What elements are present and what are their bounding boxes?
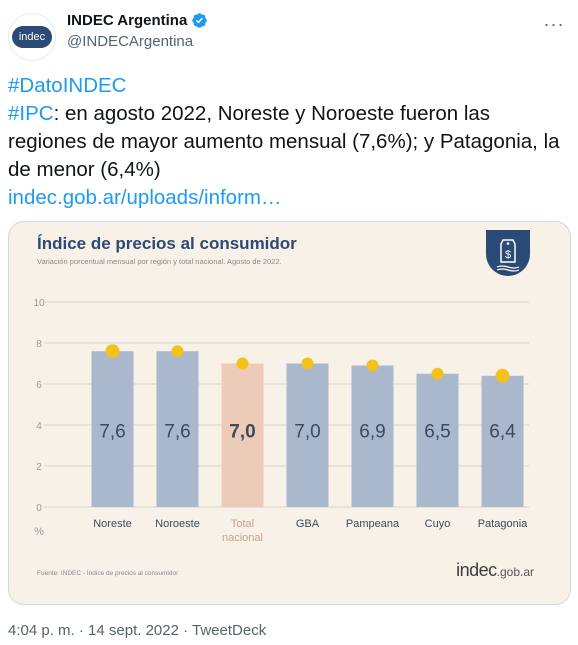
y-tick-label: 10 <box>33 298 45 309</box>
y-tick-label: 8 <box>36 339 42 350</box>
data-point-dot <box>431 367 444 380</box>
x-tick-label: GBA <box>296 518 320 530</box>
price-tag-icon: $ <box>486 230 530 276</box>
bar <box>91 351 134 507</box>
bar <box>481 375 524 507</box>
data-point-dot <box>301 357 314 370</box>
author-name[interactable]: INDEC Argentina <box>67 12 188 29</box>
data-point-dot <box>236 357 249 370</box>
data-label: 6,5 <box>424 421 450 442</box>
svg-text:$: $ <box>505 249 511 261</box>
hashtag-datoindec[interactable]: #DatoINDEC <box>8 74 127 97</box>
chart-title: Índice de precios al consumidor <box>37 234 297 253</box>
y-tick-label: 4 <box>36 421 42 432</box>
verified-badge-icon <box>192 13 208 28</box>
x-tick-label: Pampeana <box>346 518 400 530</box>
x-tick-label: Cuyo <box>425 518 451 530</box>
more-options-icon: ··· <box>543 13 565 34</box>
data-point-dot <box>105 344 120 359</box>
author-row: INDEC Argentina <box>67 12 208 29</box>
data-label: 6,4 <box>489 421 516 442</box>
x-tick-label: Total <box>231 518 254 530</box>
data-label: 7,6 <box>99 421 125 442</box>
hashtag-ipc[interactable]: #IPC <box>8 102 54 125</box>
x-tick-label: Noreste <box>93 518 132 530</box>
bar <box>351 365 394 507</box>
data-point-dot <box>366 359 379 372</box>
indec-brand-logo: indec.gob.ar <box>456 560 534 580</box>
chart-subtitle: Variación porcentual mensual por región … <box>37 257 282 266</box>
avatar[interactable]: indec <box>8 13 56 61</box>
data-point-dot <box>171 345 184 358</box>
bar <box>221 363 264 507</box>
tweet-link[interactable]: indec.gob.ar/uploads/inform… <box>8 186 282 209</box>
data-point-dot <box>495 368 510 383</box>
tweet-body: : en agosto 2022, Noreste y Noroeste fue… <box>8 102 560 181</box>
chart-source: Fuente: INDEC - Índice de precios al con… <box>37 570 179 577</box>
more-options-button[interactable]: ··· <box>542 12 566 36</box>
bar <box>286 363 329 507</box>
data-label: 6,9 <box>359 421 385 442</box>
x-tick-label: Noroeste <box>155 518 200 530</box>
data-label: 7,0 <box>229 421 255 442</box>
y-tick-label: 0 <box>36 503 42 514</box>
x-tick-label: Patagonia <box>478 518 528 530</box>
y-tick-label: 6 <box>36 380 42 391</box>
y-axis-label: % <box>34 526 44 538</box>
author-handle[interactable]: @INDECArgentina <box>67 33 194 50</box>
data-label: 7,0 <box>294 421 320 442</box>
y-tick-label: 2 <box>36 462 42 473</box>
bar-chart: 0 2 4 6 8 10% 7,6 Noreste 7,6 Noroeste 7,0 Total nac… <box>33 298 529 544</box>
data-label: 7,6 <box>164 421 190 442</box>
x-tick-label: nacional <box>222 532 263 544</box>
indec-logo-icon: indec <box>12 26 52 48</box>
media-card[interactable]: Índice de precios al consumidor Variació… <box>8 221 571 605</box>
bar <box>156 351 199 507</box>
tweet-timestamp[interactable]: 4:04 p. m. · 14 sept. 2022 · TweetDeck <box>8 622 267 639</box>
bar <box>416 373 459 507</box>
tweet-text: #DatoINDEC #IPC: en agosto 2022, Noreste… <box>8 72 568 212</box>
